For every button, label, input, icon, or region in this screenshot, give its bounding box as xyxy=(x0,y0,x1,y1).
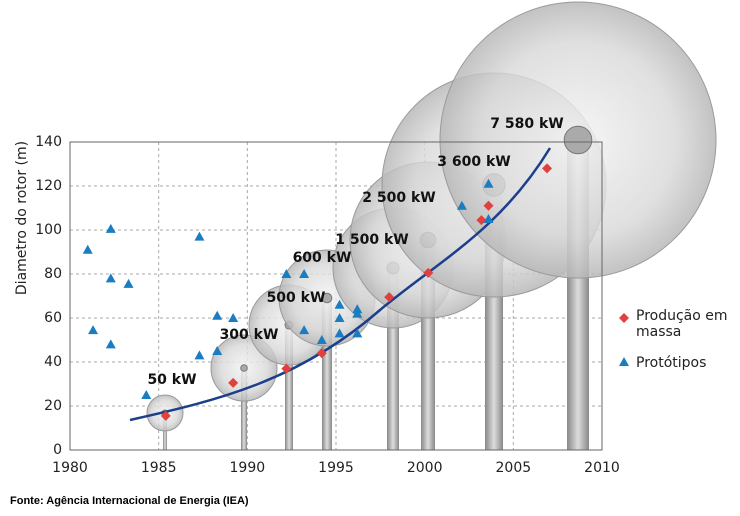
point xyxy=(105,339,116,349)
point xyxy=(456,200,467,210)
point xyxy=(194,231,205,241)
legend-entry: Protótipos xyxy=(636,355,707,371)
point xyxy=(316,335,327,344)
point xyxy=(212,346,223,355)
point xyxy=(483,200,494,211)
point xyxy=(334,328,345,338)
point xyxy=(384,292,395,303)
point xyxy=(334,299,345,309)
point xyxy=(82,244,93,254)
trend-curve xyxy=(129,147,552,422)
point xyxy=(228,377,239,388)
y-tick-label: 100 xyxy=(35,222,62,238)
point xyxy=(141,390,152,399)
y-tick-label: 80 xyxy=(44,266,62,282)
power-label: 300 kW xyxy=(220,327,279,343)
marks xyxy=(82,163,553,421)
legend-marker xyxy=(619,313,629,323)
point xyxy=(334,313,345,322)
point xyxy=(212,310,223,320)
point xyxy=(299,325,310,335)
x-tick-label: 1995 xyxy=(318,460,354,476)
y-tick-label: 0 xyxy=(53,442,62,458)
point xyxy=(483,214,494,223)
turbines xyxy=(146,1,717,450)
power-label: 2 500 kW xyxy=(362,190,435,206)
point xyxy=(105,223,116,233)
source: Fonte: Agência Internacional de Energia … xyxy=(10,495,249,507)
y-axis-label: Diametro do rotor (m) xyxy=(14,141,30,295)
power-label: 50 kW xyxy=(147,372,196,388)
x-tick-label: 2000 xyxy=(407,460,443,476)
point xyxy=(281,269,292,278)
point xyxy=(194,350,205,360)
x-tick-label: 2010 xyxy=(584,460,620,476)
tower xyxy=(285,325,293,450)
power-label: 600 kW xyxy=(293,250,352,266)
point xyxy=(352,308,363,318)
x-tick-label: 1980 xyxy=(52,460,88,476)
point xyxy=(160,410,171,421)
point xyxy=(228,313,239,322)
point xyxy=(105,273,116,283)
point xyxy=(299,269,310,278)
y-tick-label: 60 xyxy=(44,310,62,326)
y-tick-label: 120 xyxy=(35,178,62,194)
point xyxy=(88,325,99,335)
power-label: 500 kW xyxy=(267,290,326,306)
x-tick-label: 2005 xyxy=(496,460,532,476)
legend-entry: Produção em massa xyxy=(636,308,728,340)
power-label: 3 600 kW xyxy=(437,154,510,170)
tower xyxy=(241,368,247,450)
y-tick-label: 140 xyxy=(35,134,62,150)
hub xyxy=(240,364,248,372)
power-label: 7 580 kW xyxy=(490,116,563,132)
tower xyxy=(322,298,332,450)
point xyxy=(423,267,434,278)
point xyxy=(123,278,134,288)
hub xyxy=(563,125,593,155)
hub xyxy=(321,292,333,304)
point xyxy=(542,163,553,174)
x-tick-label: 1985 xyxy=(141,460,177,476)
y-tick-label: 40 xyxy=(44,354,62,370)
point xyxy=(352,328,363,338)
point xyxy=(281,363,292,374)
power-label: 1 500 kW xyxy=(335,232,408,248)
point xyxy=(316,348,327,359)
plot-frame xyxy=(69,141,603,451)
point xyxy=(483,178,494,188)
legend-marker xyxy=(619,357,629,366)
x-tick-label: 1990 xyxy=(230,460,266,476)
y-tick-label: 20 xyxy=(44,398,62,414)
